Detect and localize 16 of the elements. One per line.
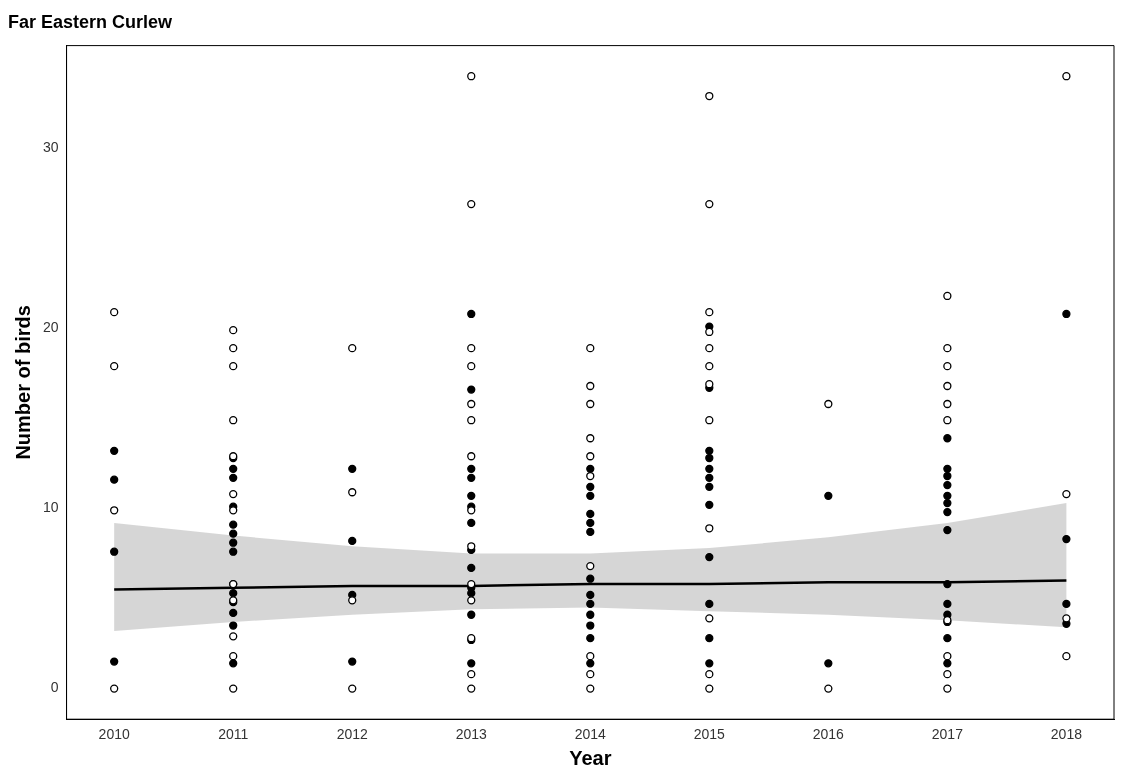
x-tick-label: 2012: [336, 726, 369, 743]
x-tick-label: 2010: [98, 726, 130, 743]
y-tick-label: 30: [42, 139, 59, 156]
y-tick-label: 10: [42, 499, 59, 516]
x-tick-label: 2017: [931, 726, 964, 743]
chart-title: Far Eastern Curlew: [8, 11, 174, 32]
y-tick-label: 20: [42, 319, 59, 336]
y-tick-label: 0: [50, 679, 59, 696]
x-tick-label: 2018: [1050, 726, 1083, 743]
x-axis-title: Year: [569, 746, 612, 769]
x-tick-label: 2011: [218, 726, 249, 743]
x-tick-label: 2013: [455, 726, 488, 743]
x-tick-label: 2016: [812, 726, 845, 743]
y-axis-title: Number of birds: [11, 305, 34, 460]
x-tick-label: 2014: [574, 726, 607, 743]
x-tick-label: 2015: [693, 726, 726, 743]
